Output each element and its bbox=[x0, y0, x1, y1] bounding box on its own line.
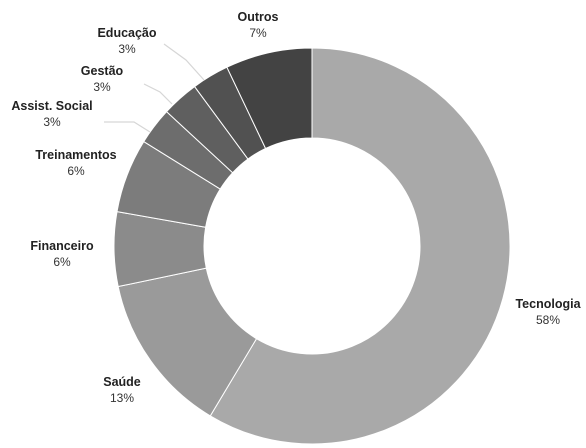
label-treinamentos: Treinamentos bbox=[35, 148, 116, 162]
label-gestao: Gestão bbox=[81, 64, 124, 78]
leader-line-assist-social bbox=[104, 121, 151, 133]
label-outros: Outros bbox=[238, 10, 279, 24]
label-educacao: Educação bbox=[97, 26, 156, 40]
slice-outros bbox=[226, 47, 313, 150]
label-saude: Saúde bbox=[103, 375, 141, 389]
value-label-assist-social: 3% bbox=[43, 115, 61, 129]
donut-slices bbox=[113, 47, 511, 445]
leader-line-gestao bbox=[143, 83, 173, 105]
value-label-gestao: 3% bbox=[93, 80, 111, 94]
value-label-treinamentos: 6% bbox=[67, 164, 85, 178]
label-assist-social: Assist. Social bbox=[11, 99, 92, 113]
value-label-saude: 13% bbox=[110, 391, 134, 405]
value-label-financeiro: 6% bbox=[53, 255, 71, 269]
slice-tecnologia bbox=[209, 47, 511, 445]
label-tecnologia: Tecnologia bbox=[515, 297, 581, 311]
value-label-outros: 7% bbox=[249, 26, 267, 40]
leader-lines bbox=[104, 43, 205, 133]
slice-labels: Tecnologia 58% Saúde 13% Financeiro 6% Treinam… bbox=[11, 10, 581, 405]
leader-line-educacao bbox=[163, 43, 205, 81]
value-label-educacao: 3% bbox=[118, 42, 136, 56]
value-label-tecnologia: 58% bbox=[536, 313, 560, 327]
label-financeiro: Financeiro bbox=[30, 239, 94, 253]
